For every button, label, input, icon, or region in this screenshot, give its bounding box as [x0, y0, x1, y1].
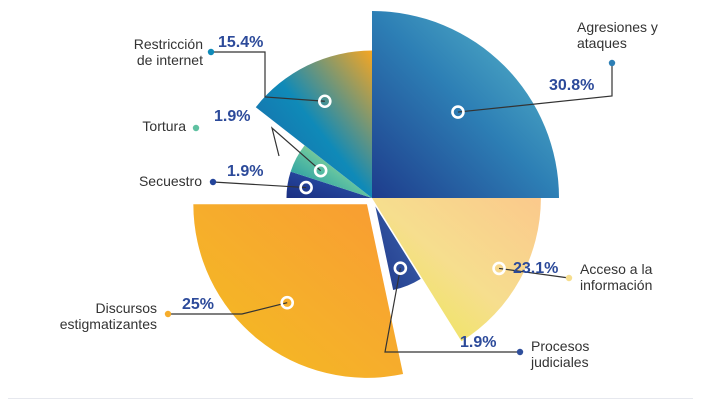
- slices-layer: [193, 11, 559, 378]
- category-label-acceso-a-la-informacion: Acceso a la información: [580, 261, 653, 293]
- leader-line-tortura: [270, 126, 322, 172]
- legend-dot-agresiones-y-ataques: [608, 59, 616, 67]
- marker-secuestro: [299, 180, 313, 195]
- leader-line-discursos-estigmatizantes: [168, 302, 288, 315]
- legend-dot-procesos-judiciales: [516, 348, 524, 356]
- category-label-procesos-judiciales: Procesos judiciales: [530, 338, 589, 370]
- slice-agresiones-y-ataques: [372, 11, 559, 198]
- slice-procesos-judiciales: [375, 206, 421, 291]
- leader-line-restriccion-de-internet: [211, 51, 325, 102]
- category-label-discursos-estigmatizantes: Discursos estigmatizantes: [60, 300, 157, 332]
- marker-tortura: [313, 163, 328, 178]
- value-label-discursos-estigmatizantes: 25%: [182, 296, 214, 313]
- slice-acceso-a-la-informacion: [372, 198, 541, 342]
- callout-labels: 30.8% Agresiones y ataques 23.1% Acceso a la…: [60, 19, 658, 370]
- slice-secuestro: [286, 171, 372, 198]
- leader-line-procesos-judiciales: [384, 268, 520, 353]
- leader-line-acceso-a-la-informacion: [498, 267, 570, 279]
- category-label-tortura: Tortura: [142, 118, 186, 134]
- legend-dot-tortura: [192, 124, 200, 132]
- leader-line-secuestro: [212, 181, 307, 189]
- legend-dot-discursos-estigmatizantes: [164, 310, 172, 318]
- marker-restriccion-de-internet: [318, 94, 332, 109]
- slice-restriccion-de-internet: [255, 50, 372, 198]
- value-label-agresiones-y-ataques: 30.8%: [549, 77, 594, 94]
- slice-discursos-estigmatizantes: [193, 204, 404, 378]
- marker-agresiones-y-ataques: [451, 105, 465, 119]
- marker-acceso-a-la-informacion: [492, 261, 506, 276]
- legend-dot-acceso-a-la-informacion: [565, 274, 573, 282]
- category-label-agresiones-y-ataques: Agresiones y ataques: [577, 19, 658, 51]
- value-label-acceso-a-la-informacion: 23.1%: [513, 260, 558, 277]
- value-label-secuestro: 1.9%: [227, 163, 263, 180]
- bottom-divider: [8, 398, 693, 399]
- callout-lines: [168, 51, 613, 353]
- marker-procesos-judiciales: [393, 261, 408, 276]
- slice-tortura: [290, 145, 372, 198]
- legend-dot-secuestro: [209, 178, 217, 186]
- slice-markers: [164, 48, 616, 356]
- marker-discursos-estigmatizantes: [280, 295, 295, 310]
- value-label-procesos-judiciales: 1.9%: [460, 334, 496, 351]
- category-label-secuestro: Secuestro: [139, 173, 202, 189]
- value-label-tortura: 1.9%: [214, 108, 250, 125]
- value-label-restriccion-de-internet: 15.4%: [218, 34, 263, 51]
- legend-dot-restriccion-de-internet: [207, 48, 215, 56]
- leader-line-agresiones-y-ataques: [457, 63, 613, 113]
- category-label-restriccion-de-internet: Restricción de internet: [134, 36, 203, 68]
